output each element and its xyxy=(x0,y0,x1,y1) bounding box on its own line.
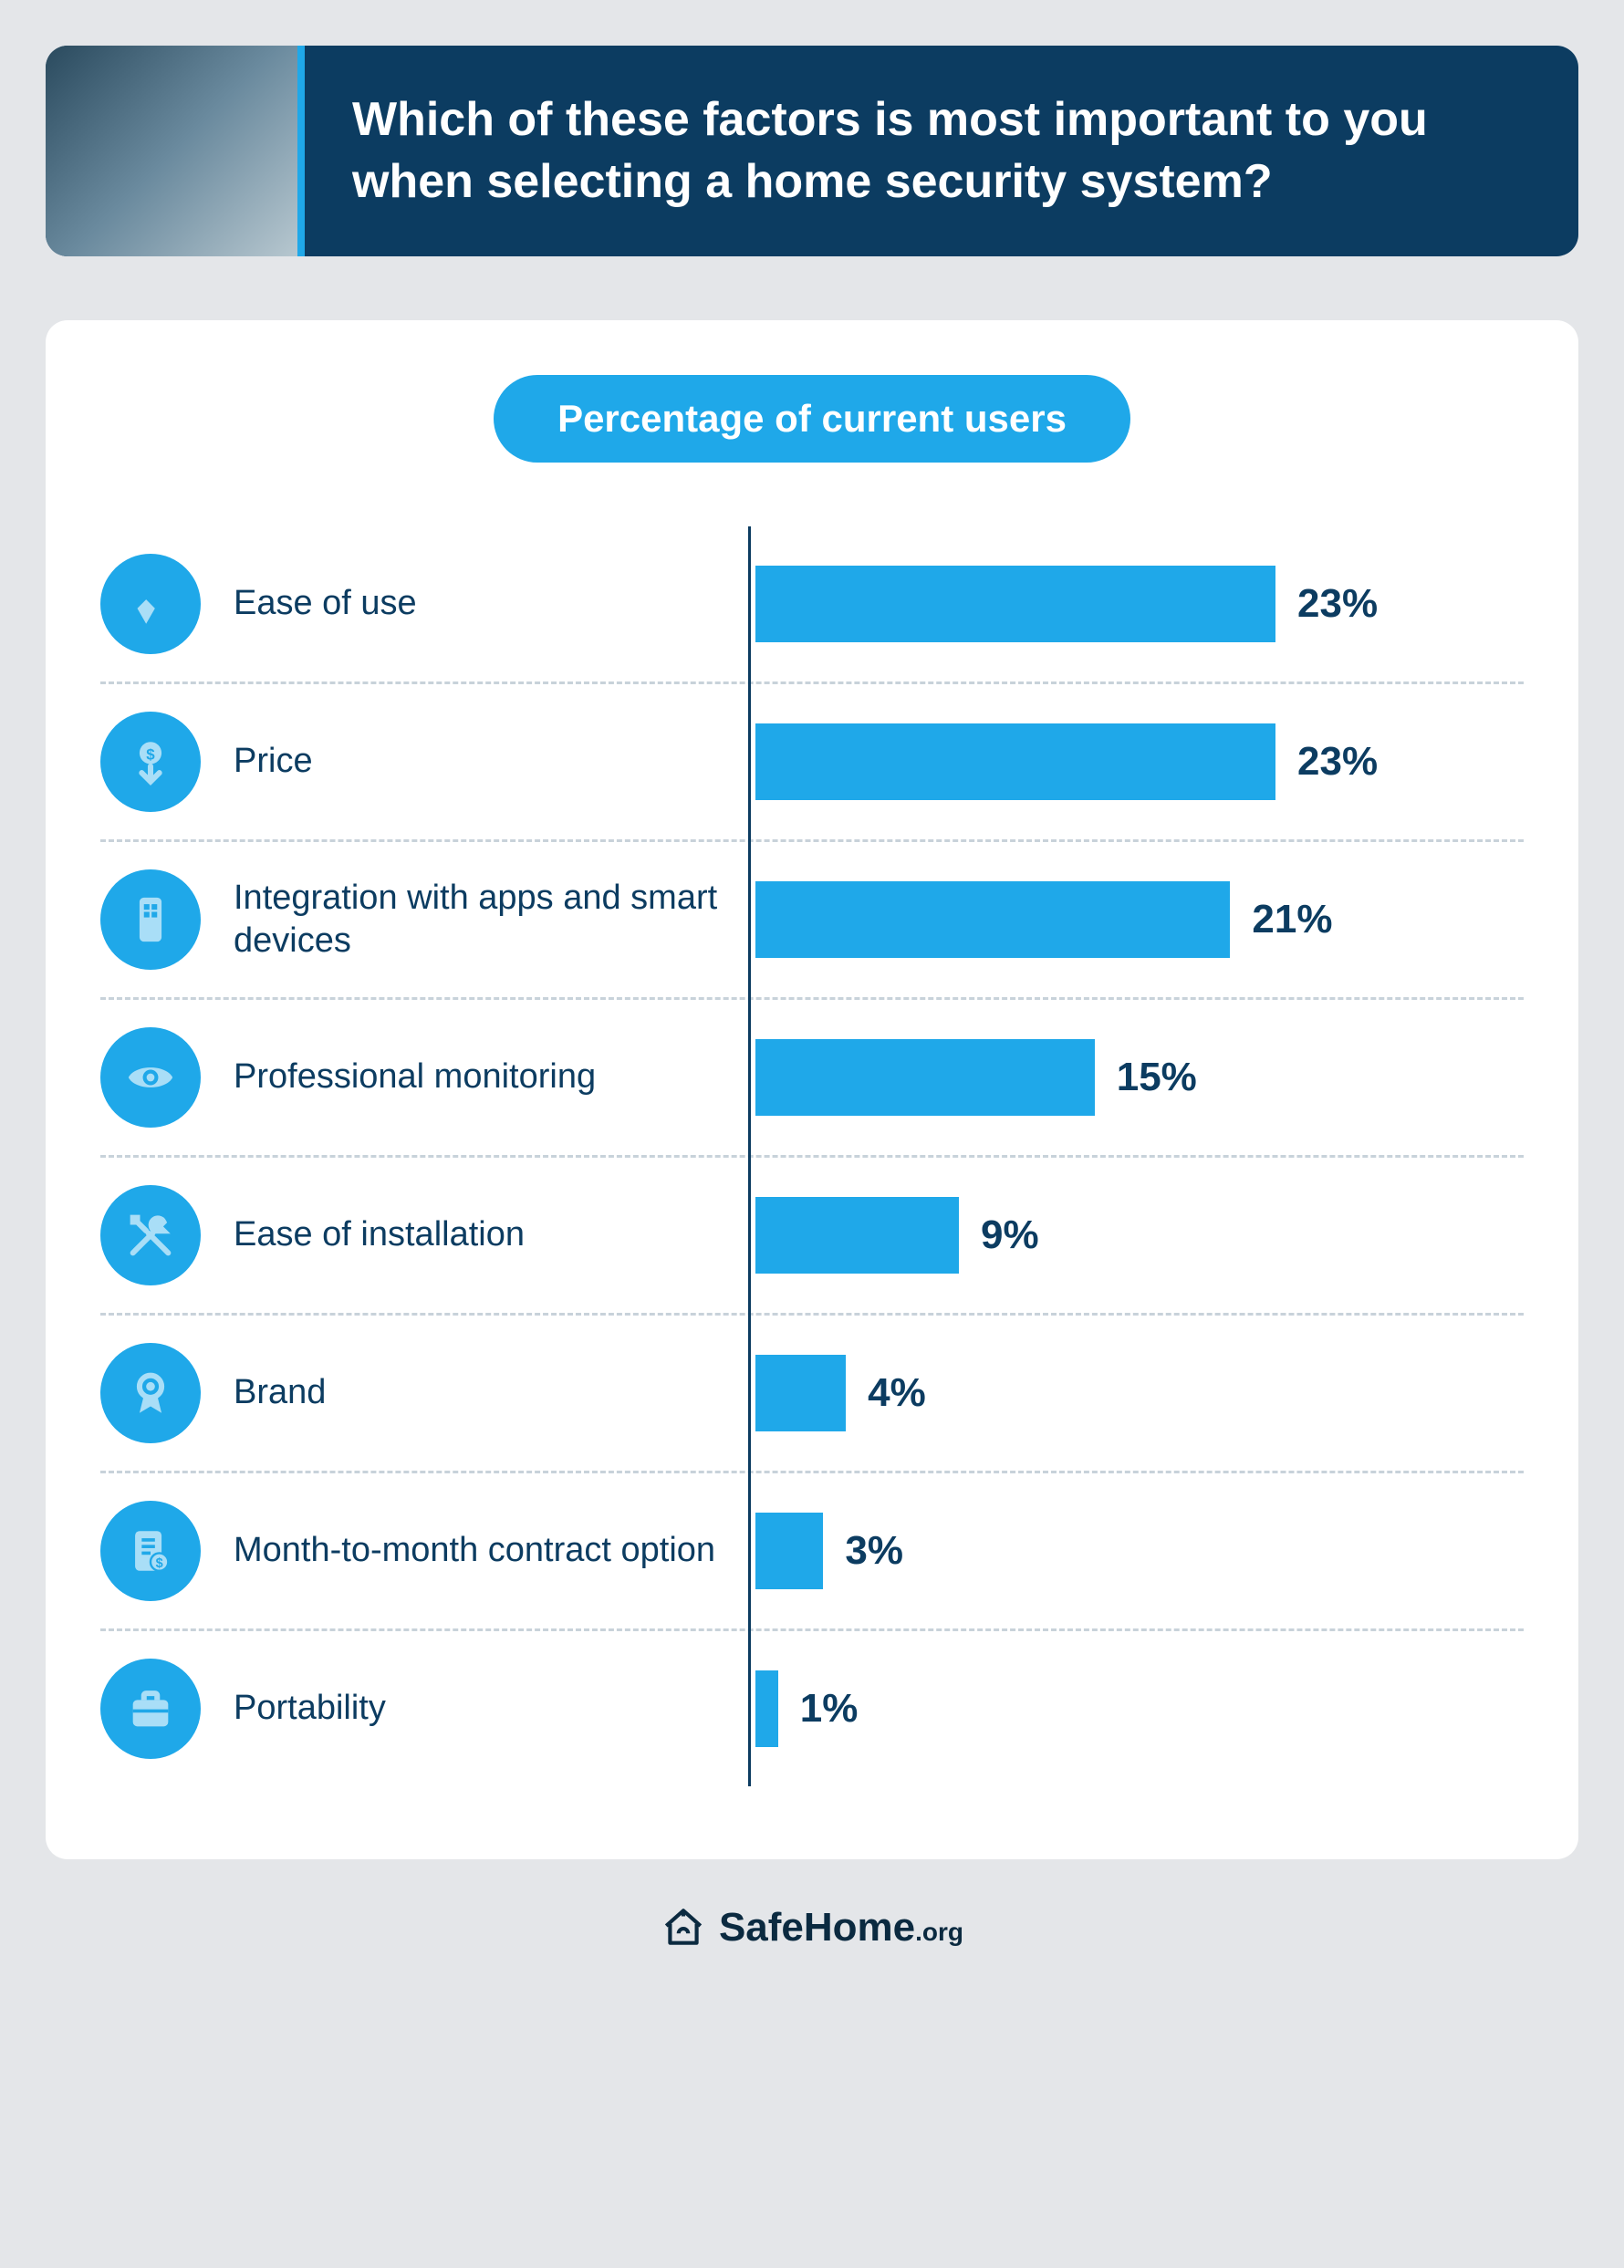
bar xyxy=(755,1513,823,1589)
bar-value: 1% xyxy=(800,1686,859,1732)
bar-chart: Ease of use 23% $ Price 23% Integration with … xyxy=(100,526,1524,1786)
bar xyxy=(755,566,1275,642)
row-right: 23% xyxy=(748,723,1524,800)
chart-card: Percentage of current users Ease of use 2… xyxy=(46,320,1578,1859)
chart-row: Ease of use 23% xyxy=(100,526,1524,684)
brand-bold: SafeHome xyxy=(719,1905,915,1950)
bar-value: 15% xyxy=(1117,1055,1197,1100)
bar-value: 4% xyxy=(868,1370,926,1416)
row-label: Ease of installation xyxy=(234,1213,525,1257)
brand-text: SafeHome.org xyxy=(719,1905,963,1951)
row-right: 23% xyxy=(748,566,1524,642)
chart-row: Integration with apps and smart devices 2… xyxy=(100,842,1524,1000)
row-left: $ Month-to-month contract option xyxy=(100,1501,748,1601)
header-photo xyxy=(46,46,301,256)
row-left: $ Price xyxy=(100,712,748,812)
bar xyxy=(755,1355,846,1431)
bar-value: 9% xyxy=(981,1212,1039,1258)
chart-row: Brand 4% xyxy=(100,1316,1524,1473)
bar-value: 23% xyxy=(1297,581,1378,627)
header-title: Which of these factors is most important… xyxy=(301,46,1578,256)
y-axis-line xyxy=(748,526,751,1786)
row-right: 15% xyxy=(748,1039,1524,1116)
chart-row: Ease of installation 9% xyxy=(100,1158,1524,1316)
row-right: 9% xyxy=(748,1197,1524,1274)
briefcase-icon xyxy=(100,1659,201,1759)
bar xyxy=(755,723,1275,800)
row-label: Month-to-month contract option xyxy=(234,1529,715,1573)
row-label: Integration with apps and smart devices xyxy=(234,877,748,963)
bar xyxy=(755,1197,959,1274)
chart-subtitle: Percentage of current users xyxy=(494,375,1130,463)
award-icon xyxy=(100,1343,201,1443)
row-label: Ease of use xyxy=(234,582,417,626)
row-label: Professional monitoring xyxy=(234,1056,596,1099)
row-left: Brand xyxy=(100,1343,748,1443)
bar-value: 3% xyxy=(845,1528,903,1574)
row-label: Portability xyxy=(234,1687,386,1731)
house-icon xyxy=(661,1905,706,1951)
row-right: 1% xyxy=(748,1670,1524,1747)
row-label: Price xyxy=(234,740,313,784)
header-card: Which of these factors is most important… xyxy=(46,46,1578,256)
price-down-icon: $ xyxy=(100,712,201,812)
chart-row: $ Month-to-month contract option 3% xyxy=(100,1473,1524,1631)
chart-row: Professional monitoring 15% xyxy=(100,1000,1524,1158)
row-left: Professional monitoring xyxy=(100,1027,748,1128)
contract-icon: $ xyxy=(100,1501,201,1601)
row-right: 3% xyxy=(748,1513,1524,1589)
tools-icon xyxy=(100,1185,201,1285)
row-label: Brand xyxy=(234,1371,326,1415)
svg-text:$: $ xyxy=(156,1556,163,1571)
footer-logo: SafeHome.org xyxy=(46,1905,1578,1951)
eye-icon xyxy=(100,1027,201,1128)
brand-suffix: .org xyxy=(915,1918,963,1946)
chart-row: $ Price 23% xyxy=(100,684,1524,842)
snap-icon xyxy=(100,554,201,654)
svg-text:$: $ xyxy=(146,746,155,764)
row-left: Ease of use xyxy=(100,554,748,654)
bar-value: 21% xyxy=(1252,897,1332,942)
row-left: Integration with apps and smart devices xyxy=(100,869,748,970)
phone-apps-icon xyxy=(100,869,201,970)
bar xyxy=(755,1670,778,1747)
row-left: Ease of installation xyxy=(100,1185,748,1285)
bar xyxy=(755,881,1230,958)
bar-value: 23% xyxy=(1297,739,1378,785)
row-left: Portability xyxy=(100,1659,748,1759)
row-right: 21% xyxy=(748,881,1524,958)
chart-row: Portability 1% xyxy=(100,1631,1524,1786)
row-right: 4% xyxy=(748,1355,1524,1431)
bar xyxy=(755,1039,1095,1116)
